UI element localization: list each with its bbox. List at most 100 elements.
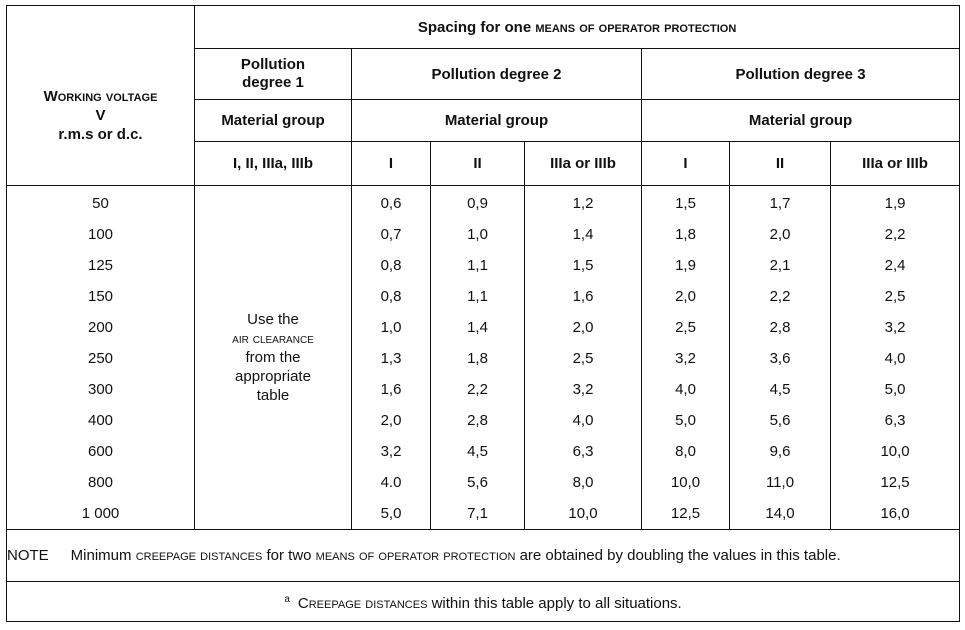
table-cell: 150 [87, 288, 114, 305]
table-cell: 8,0 [572, 474, 594, 491]
use-line5: table [256, 387, 290, 404]
table-cell: 1,1 [467, 288, 488, 305]
note-sc-2: means of operator protection [315, 547, 516, 564]
note-text-2: for two [262, 547, 316, 564]
table-cell: 4,5 [769, 381, 791, 398]
table-cell: 2,0 [675, 288, 696, 305]
table-cell: 1,9 [675, 257, 696, 274]
spacing-prefix: Spacing for one [417, 18, 536, 36]
pd3-i-column: 1,5 1,8 1,9 2,0 2,5 3,2 4,0 5,0 8,0 10,0 12,5 [641, 185, 730, 530]
table-cell: 1,7 [769, 195, 791, 212]
table-cell: 0,8 [380, 288, 402, 305]
use-line4: appropriate [235, 368, 311, 385]
table-cell: 2,2 [467, 381, 488, 398]
pd2-i-column: 0,6 0,7 0,8 0,8 1,0 1,3 1,6 2,0 3,2 4.0 5,0 [351, 185, 431, 530]
note-cell: NOTE Minimum creepage distances for two m… [5, 529, 961, 582]
table-cell: 1,5 [675, 195, 696, 212]
spacing-header: Spacing for one means of operator protec… [193, 5, 961, 49]
note-text-3: are obtained by doubling the values in t… [515, 547, 841, 564]
table-cell: 2,0 [769, 226, 791, 243]
pollution-degree-3-header: Pollution degree 3 [640, 48, 961, 100]
table-body-row: 50 100 125 150 200 250 300 400 600 800 1 000 Use t… [6, 185, 961, 530]
table-cell: 2,4 [884, 257, 906, 274]
table-cell: 1,1 [467, 257, 488, 274]
table-cell: 800 [87, 474, 114, 491]
group-pd3-i: I [641, 141, 730, 186]
table-cell: 3,2 [675, 350, 696, 367]
table-cell: 3,6 [769, 350, 791, 367]
working-voltage-type: r.m.s or d.c. [58, 126, 143, 143]
table-cell: 1,6 [572, 288, 594, 305]
footnote-text: within this table apply to all situation… [427, 595, 682, 612]
footnote-marker: a [284, 594, 290, 605]
pd1-line2: degree 1 [242, 74, 304, 91]
table-cell: 0,6 [380, 195, 402, 212]
table-cell: 3,2 [884, 319, 906, 336]
table-cell: 3,2 [380, 443, 402, 460]
group-pd1-all: I, II, IIIa, IIIb [194, 141, 352, 186]
note-sc-1: creepage distances [135, 547, 263, 564]
table-cell: 1,8 [675, 226, 696, 243]
table-cell: 1,4 [467, 319, 488, 336]
table-cell: 8,0 [675, 443, 696, 460]
table-cell: 4,0 [572, 412, 594, 429]
table-cell: 300 [87, 381, 114, 398]
table-cell: 11,0 [765, 474, 795, 491]
use-line1: Use the [247, 311, 299, 328]
table-cell: 1,0 [467, 226, 488, 243]
table-cell: 250 [87, 350, 114, 367]
pollution-degree-2-header: Pollution degree 2 [351, 48, 642, 100]
note-text-1: Minimum [70, 547, 136, 564]
table-cell: 1 000 [81, 505, 120, 522]
table-cell: 7,1 [467, 505, 488, 522]
group-pd2-iii: IIIa or IIIb [524, 141, 642, 186]
table-cell: 2,8 [769, 319, 791, 336]
use-air-clearance-cell: Use the air clearance from the appropria… [194, 185, 352, 530]
footnote-cell: a Creepage distances within this table ap… [5, 581, 961, 622]
table-cell: 5,6 [769, 412, 791, 429]
spacing-small-caps: means of operator protection [535, 18, 737, 36]
table-cell: 2,0 [572, 319, 594, 336]
table-cell: 4,0 [675, 381, 696, 398]
pd1-line1: Pollution [240, 56, 306, 73]
table-cell: 12,5 [880, 474, 910, 491]
table-cell: 12,5 [670, 505, 701, 522]
table-cell: 10,0 [568, 505, 598, 522]
table-cell: 10,0 [880, 443, 910, 460]
table-cell: 4,0 [884, 350, 906, 367]
table-cell: 1,2 [572, 195, 594, 212]
table-cell: 400 [87, 412, 114, 429]
note-label: NOTE [7, 547, 49, 564]
footnote-sc: Creepage distances [297, 595, 428, 612]
pollution-degree-1-header: Pollution degree 1 [194, 48, 352, 100]
use-line2: air clearance [232, 330, 314, 346]
material-group-pd1-header: Material group [194, 99, 352, 142]
table-cell: 2,2 [884, 226, 906, 243]
creepage-table-container: Working voltage V r.m.s or d.c. Spacing … [5, 5, 961, 622]
table-cell: 14,0 [765, 505, 795, 522]
material-group-pd3-header: Material group [640, 99, 961, 142]
table-cell: 2,1 [769, 257, 791, 274]
table-cell: 5,0 [884, 381, 906, 398]
table-cell: 16,0 [880, 505, 910, 522]
table-cell: 3,2 [572, 381, 594, 398]
table-cell: 100 [87, 226, 114, 243]
table-cell: 4.0 [380, 474, 402, 491]
table-cell: 1,5 [572, 257, 594, 274]
table-cell: 5,0 [675, 412, 696, 429]
table-cell: 1,6 [380, 381, 402, 398]
table-cell: 2,2 [769, 288, 791, 305]
table-cell: 200 [87, 319, 114, 336]
use-line3: from the [245, 349, 301, 366]
table-cell: 600 [87, 443, 114, 460]
table-cell: 1,8 [467, 350, 488, 367]
table-cell: 2,0 [380, 412, 402, 429]
table-cell: 2,5 [884, 288, 906, 305]
table-cell: 1,0 [380, 319, 402, 336]
pd3-ii-column: 1,7 2,0 2,1 2,2 2,8 3,6 4,5 5,6 9,6 11,0 14,0 [729, 185, 831, 530]
group-pd2-i: I [351, 141, 431, 186]
table-cell: 2,5 [675, 319, 696, 336]
table-cell: 1,4 [572, 226, 594, 243]
table-cell: 5,6 [467, 474, 488, 491]
table-cell: 10,0 [670, 474, 701, 491]
